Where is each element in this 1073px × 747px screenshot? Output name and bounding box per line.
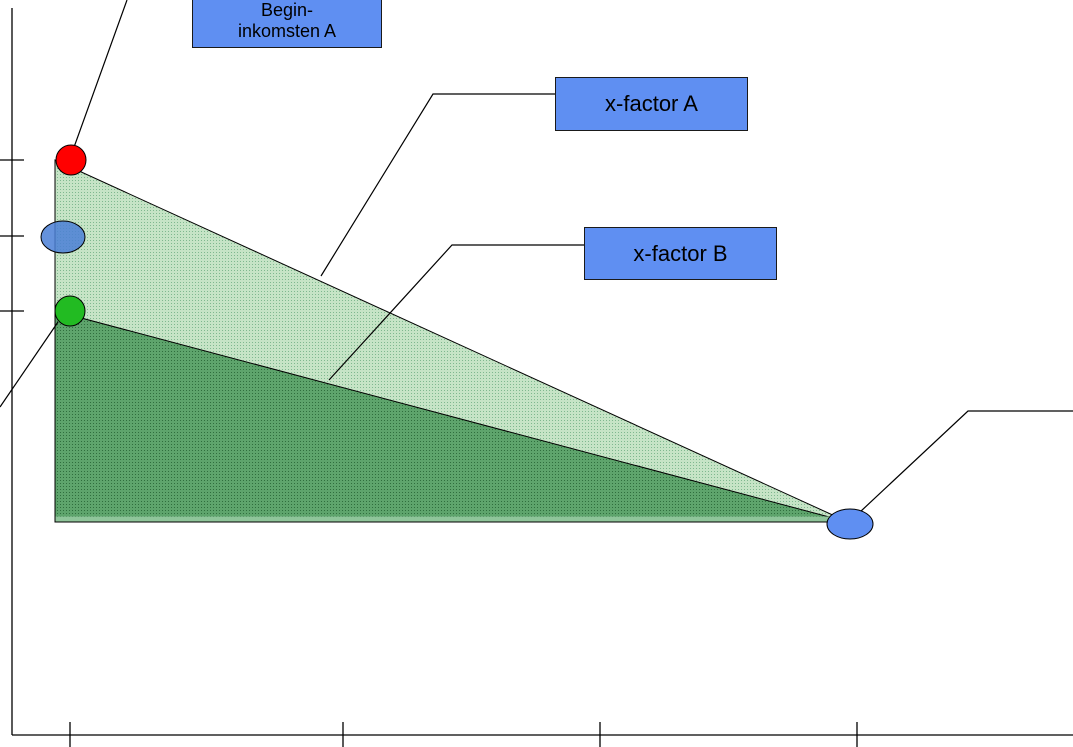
marker-mid (40, 220, 86, 254)
leader-x-factor-a (320, 93, 555, 277)
leader-begin-a (72, 0, 128, 151)
x-factor-a-text: x-factor A (605, 91, 698, 116)
x-factor-a-label: x-factor A (555, 77, 748, 131)
leader-end (859, 410, 1073, 513)
begin-a-line1: Begin- (260, 0, 314, 20)
marker-begin-a (55, 144, 87, 176)
x-factor-b-label: x-factor B (584, 227, 777, 280)
marker-end (826, 508, 874, 540)
begin-a-line2: inkomsten A (237, 21, 337, 41)
leader-begin-b (0, 321, 59, 408)
leader-x-factor-b (328, 244, 584, 381)
x-factor-b-text: x-factor B (633, 240, 728, 266)
begin-inkomsten-a-label: Begin- inkomsten A (192, 0, 382, 48)
marker-begin-b (54, 295, 86, 327)
